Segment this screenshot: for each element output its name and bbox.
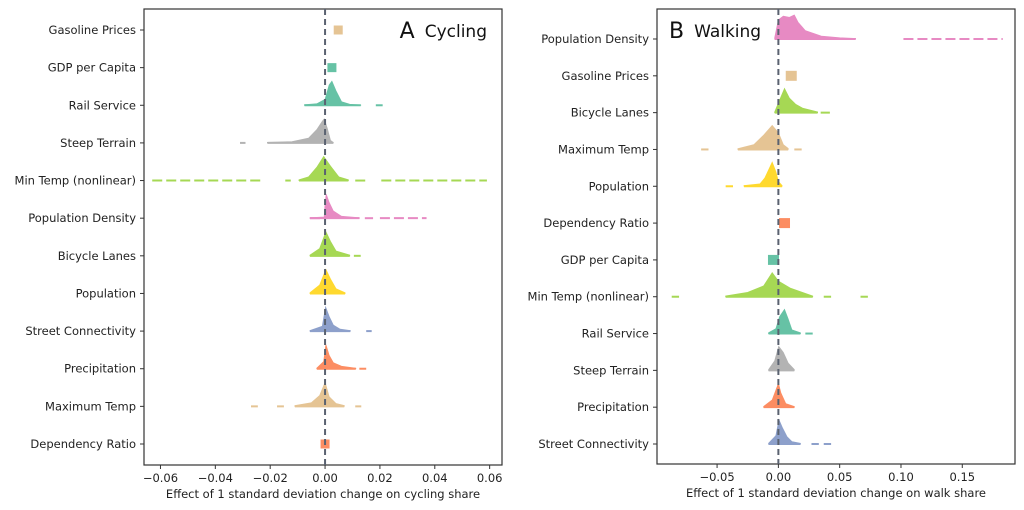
density-shape bbox=[304, 80, 362, 106]
x-tick-label: −0.04 bbox=[198, 471, 233, 485]
density-shape bbox=[309, 268, 346, 294]
series-street-connectivity bbox=[309, 305, 372, 333]
density-shape bbox=[309, 194, 360, 219]
category-label: Dependency Ratio bbox=[543, 216, 649, 230]
density-shape bbox=[768, 418, 801, 445]
series-gasoline-prices bbox=[333, 25, 343, 35]
density-shape bbox=[768, 345, 795, 371]
point-estimate-marker bbox=[779, 218, 791, 229]
category-label: Population bbox=[76, 286, 136, 300]
point-estimate-marker bbox=[327, 63, 337, 73]
category-label: Maximum Temp bbox=[45, 399, 136, 413]
panel-letter: A bbox=[400, 19, 415, 44]
density-shape bbox=[737, 124, 789, 150]
category-label: Steep Terrain bbox=[573, 363, 649, 377]
point-estimate-marker bbox=[333, 25, 343, 35]
density-shape bbox=[309, 305, 351, 332]
category-label: GDP per Capita bbox=[561, 253, 649, 267]
x-axis-title: Effect of 1 standard deviation change on… bbox=[166, 487, 480, 501]
x-tick-label: −0.06 bbox=[143, 471, 178, 485]
series-gdp-per-capita bbox=[767, 254, 779, 265]
series-population-density bbox=[309, 194, 427, 220]
series-rail-service bbox=[768, 308, 813, 335]
panel-a-cycling: Gasoline Prices GDP per Capita Rail Servic… bbox=[15, 8, 503, 501]
series-precipitation bbox=[316, 344, 367, 370]
category-label: Population Density bbox=[28, 211, 136, 225]
density-shape bbox=[763, 381, 795, 408]
series-bicycle-lanes bbox=[774, 87, 830, 114]
density-shape bbox=[298, 155, 349, 181]
density-shape bbox=[725, 271, 814, 298]
category-label: Bicycle Lanes bbox=[58, 249, 136, 263]
series-maximum-temp bbox=[250, 381, 362, 408]
series-gasoline-prices bbox=[785, 70, 797, 81]
series-min-temp-nonlinear bbox=[671, 271, 868, 298]
category-label: Precipitation bbox=[577, 400, 649, 414]
category-label: Rail Service bbox=[69, 98, 136, 112]
x-tick-label: 0.15 bbox=[949, 470, 975, 484]
point-estimate-marker bbox=[785, 70, 797, 81]
density-shape bbox=[316, 344, 357, 370]
series-dependency-ratio bbox=[779, 218, 791, 229]
series-min-temp-nonlinear bbox=[152, 155, 487, 182]
category-label: GDP per Capita bbox=[48, 61, 136, 75]
category-label: Dependency Ratio bbox=[30, 437, 136, 451]
series-steep-terrain bbox=[768, 345, 795, 372]
panel-title: Cycling bbox=[425, 22, 487, 42]
series-bicycle-lanes bbox=[309, 230, 361, 257]
density-shape bbox=[774, 87, 819, 114]
category-label: Gasoline Prices bbox=[562, 69, 649, 83]
density-shape bbox=[768, 308, 801, 334]
x-tick-label: −0.05 bbox=[699, 470, 734, 484]
category-label: Population bbox=[589, 179, 649, 193]
density-shape bbox=[743, 161, 783, 187]
plot-frame bbox=[656, 8, 1016, 465]
x-tick-label: 0.00 bbox=[312, 471, 338, 485]
category-label: Min Temp (nonlinear) bbox=[528, 290, 649, 304]
density-shape bbox=[294, 381, 345, 407]
panel-letter: B bbox=[669, 19, 684, 44]
x-tick-label: 0.00 bbox=[766, 470, 792, 484]
point-estimate-marker bbox=[767, 254, 779, 265]
x-tick-label: −0.02 bbox=[253, 471, 288, 485]
x-axis-title: Effect of 1 standard deviation change on… bbox=[686, 486, 986, 500]
series-population bbox=[309, 268, 346, 295]
x-tick-label: 0.05 bbox=[827, 470, 853, 484]
category-label: Street Connectivity bbox=[25, 324, 136, 338]
x-tick-label: 0.10 bbox=[888, 470, 914, 484]
density-shape bbox=[266, 118, 334, 144]
category-label: Population Density bbox=[541, 32, 649, 46]
category-label: Min Temp (nonlinear) bbox=[15, 174, 136, 188]
series-street-connectivity bbox=[768, 418, 832, 445]
density-shape bbox=[309, 230, 351, 257]
category-label: Street Connectivity bbox=[538, 437, 649, 451]
category-label: Rail Service bbox=[582, 327, 649, 341]
x-tick-label: 0.06 bbox=[477, 471, 503, 485]
x-tick-label: 0.02 bbox=[367, 471, 393, 485]
category-label: Precipitation bbox=[64, 362, 136, 376]
series-maximum-temp bbox=[701, 124, 802, 151]
series-rail-service bbox=[304, 80, 383, 107]
category-label: Maximum Temp bbox=[558, 142, 649, 156]
series-steep-terrain bbox=[240, 118, 334, 144]
category-label: Bicycle Lanes bbox=[571, 106, 649, 120]
panel-title: Walking bbox=[694, 22, 761, 42]
series-gdp-per-capita bbox=[327, 63, 337, 73]
series-population bbox=[725, 161, 783, 188]
x-tick-label: 0.04 bbox=[422, 471, 448, 485]
category-label: Steep Terrain bbox=[60, 136, 136, 150]
category-label: Gasoline Prices bbox=[49, 23, 136, 37]
panel-b-walking: Population Density Gasoline Prices Bicycle… bbox=[528, 8, 1016, 500]
series-precipitation bbox=[763, 381, 795, 409]
